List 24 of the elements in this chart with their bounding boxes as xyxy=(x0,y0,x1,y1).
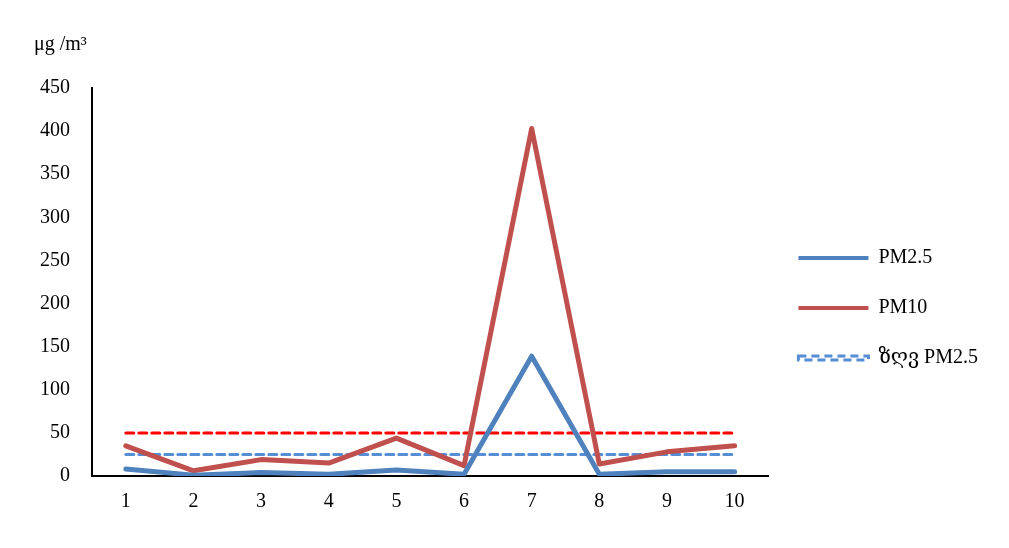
x-tick-label: 6 xyxy=(459,489,470,512)
x-tick-label: 5 xyxy=(391,489,402,512)
y-tick-label: 250 xyxy=(40,247,70,270)
x-tick-label: 2 xyxy=(188,489,199,512)
x-tick-label: 8 xyxy=(594,489,605,512)
y-tick-label: 0 xyxy=(60,463,70,486)
legend-label: PM10 xyxy=(878,295,928,318)
y-tick-label: 400 xyxy=(40,118,70,141)
y-tick-label: 150 xyxy=(40,333,70,356)
x-tick-label: 9 xyxy=(661,489,672,512)
x-tick-label: 1 xyxy=(120,489,131,512)
x-tick-label: 10 xyxy=(724,489,745,512)
y-tick-label: 350 xyxy=(40,161,70,184)
x-tick-label: 7 xyxy=(526,489,537,512)
x-tick-label: 3 xyxy=(256,489,267,512)
y-tick-label: 100 xyxy=(40,377,70,400)
y-tick-label: 50 xyxy=(50,420,70,443)
y-tick-label: 200 xyxy=(40,290,70,313)
legend-label: ზღვ PM2.5 xyxy=(878,345,979,369)
y-tick-label: 450 xyxy=(40,75,70,98)
x-tick-label: 4 xyxy=(323,489,334,512)
y-axis-title: μg /m³ xyxy=(34,32,87,55)
legend-label: PM2.5 xyxy=(878,245,933,268)
y-tick-label: 300 xyxy=(40,204,70,227)
